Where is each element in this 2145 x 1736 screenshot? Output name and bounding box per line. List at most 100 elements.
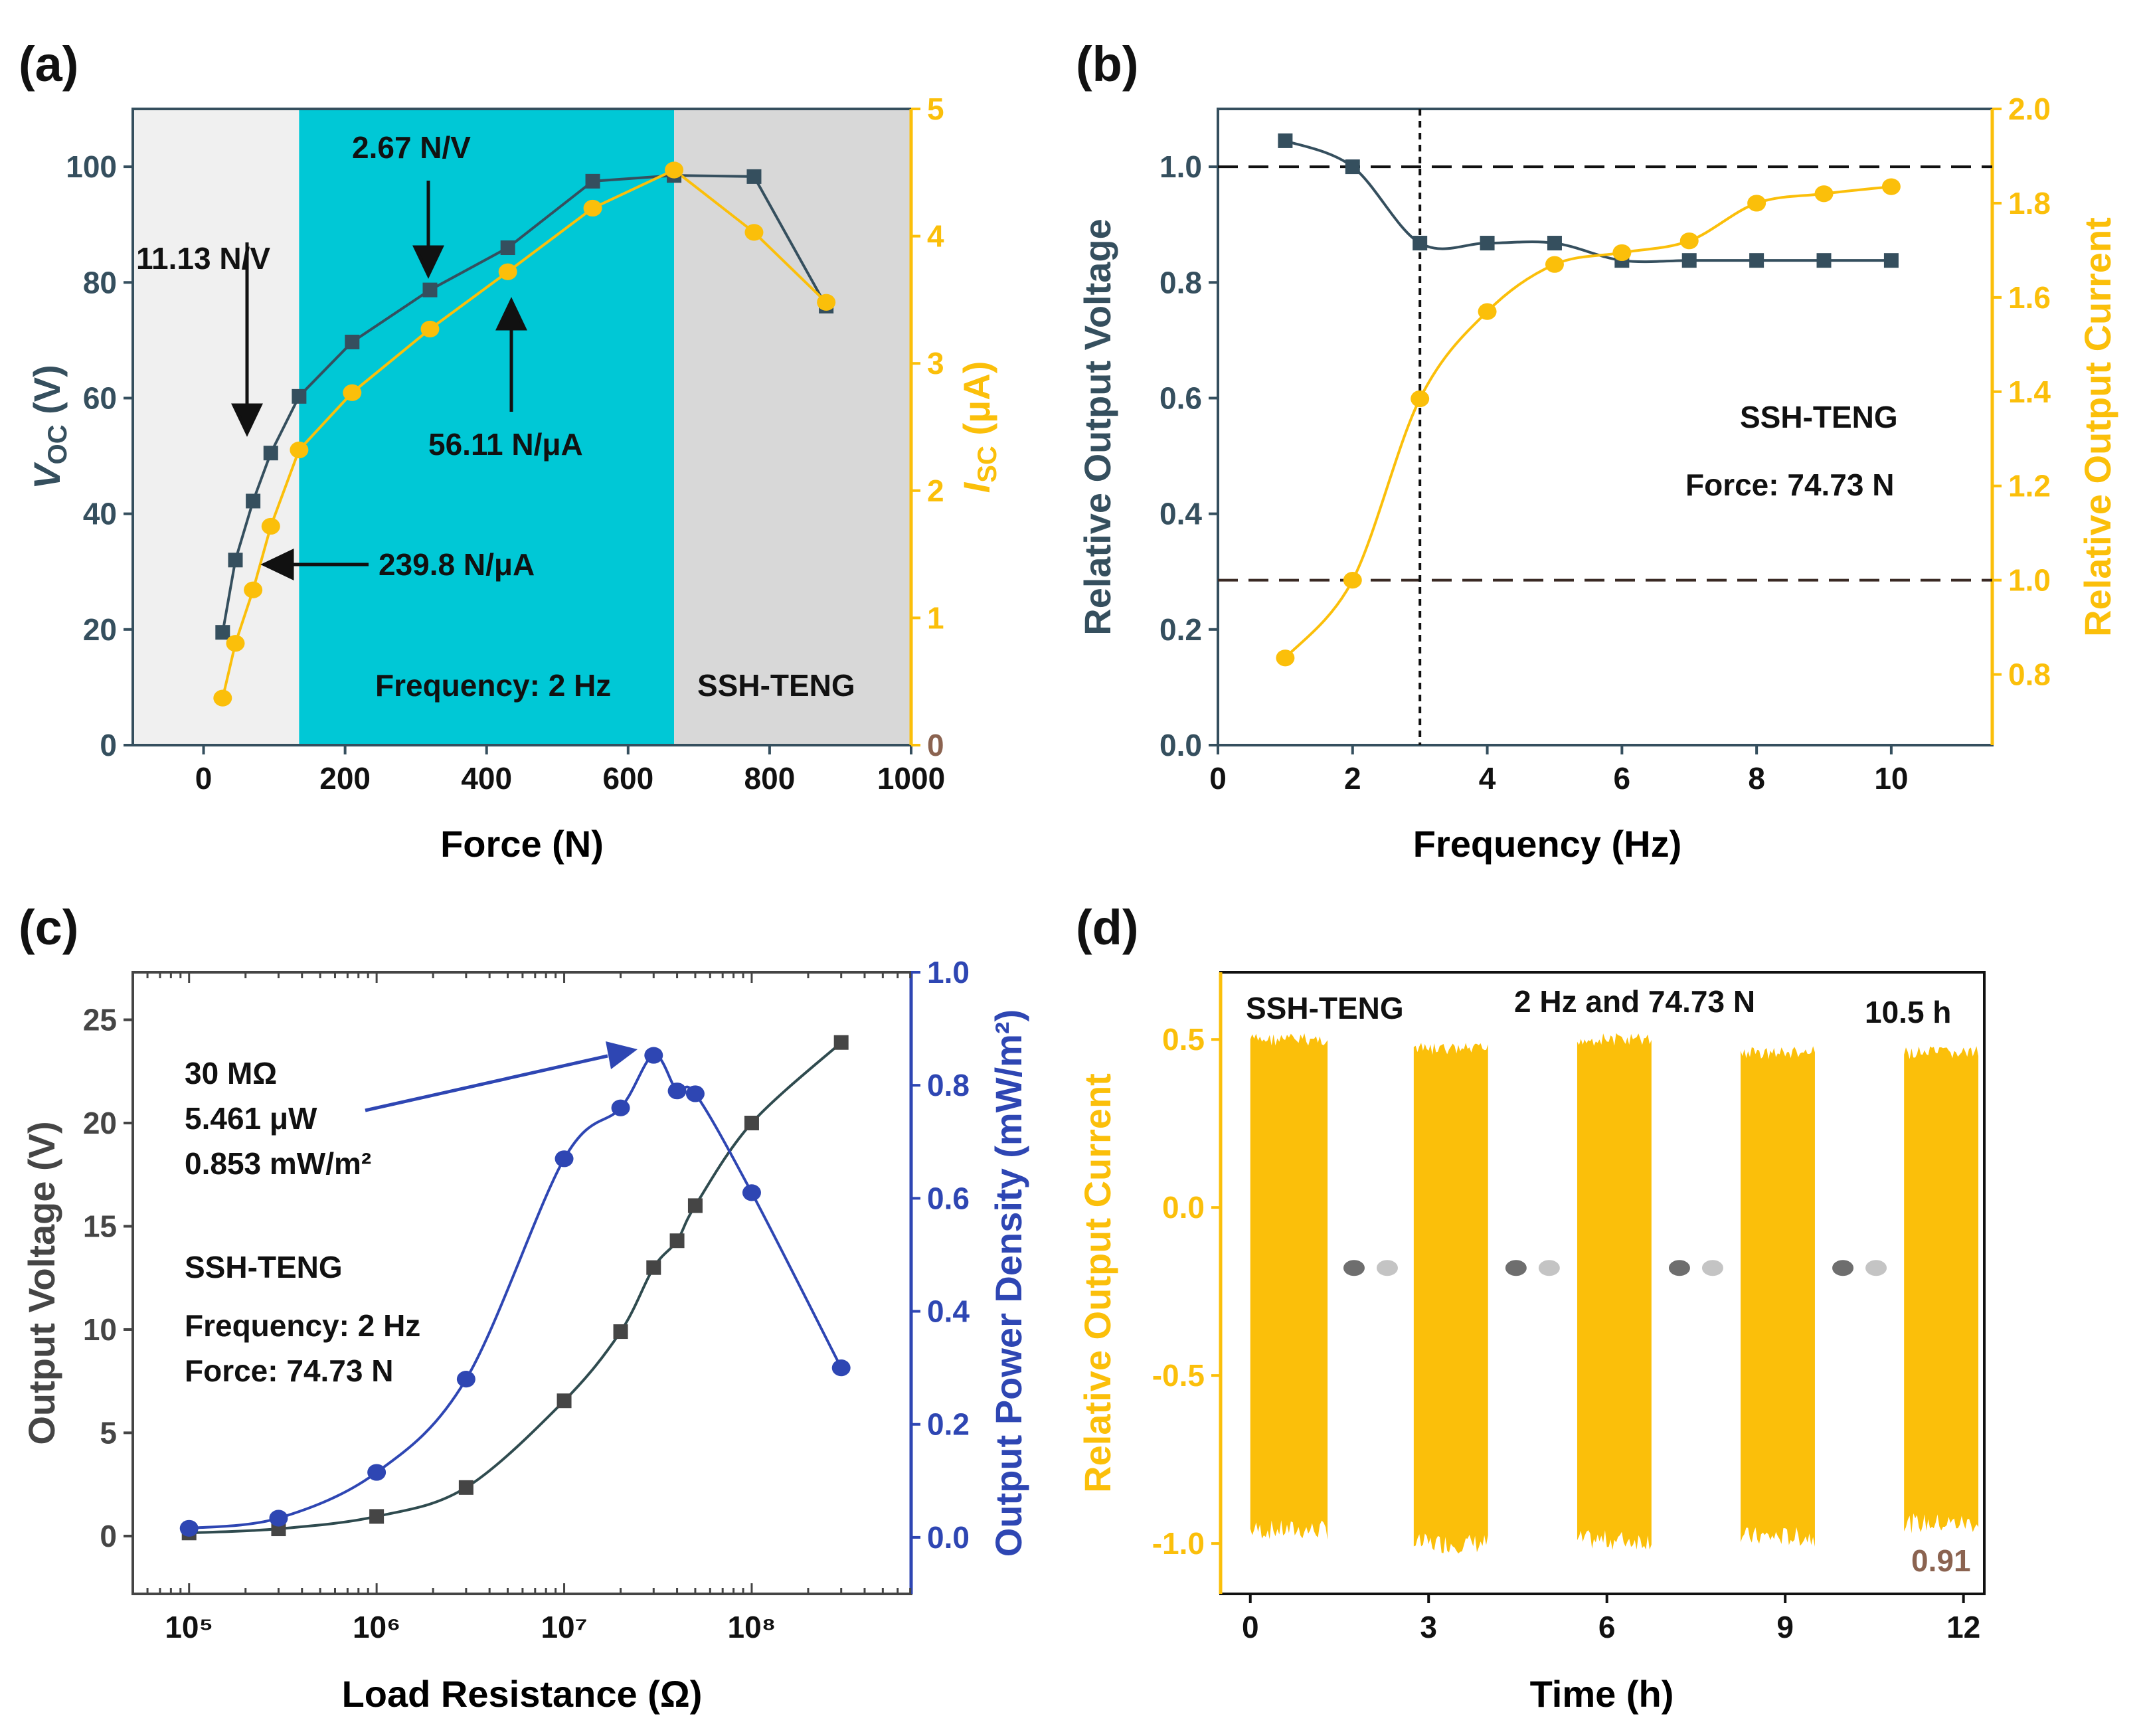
y-tick-label-left-d: -0.5 — [1152, 1358, 1205, 1393]
x-axis-title-b: Frequency (Hz) — [1413, 823, 1682, 865]
x-tick-label-d: 9 — [1776, 1610, 1794, 1644]
power-point-c — [555, 1150, 574, 1168]
y-tick-label-left-a: 100 — [66, 149, 117, 184]
voltage-point — [1278, 133, 1293, 148]
current-band — [1741, 1046, 1815, 1547]
voltage-point — [1547, 236, 1562, 251]
annotation-duration-d: 10.5 h — [1865, 995, 1951, 1029]
voltage-fit-line-c — [189, 1041, 843, 1535]
y-tick-label-left-c: 10 — [83, 1312, 117, 1347]
voc-subscript: OC — [43, 424, 72, 464]
isc-point — [213, 689, 232, 707]
y-axis-title-right-b: Relative Output Current — [2077, 217, 2118, 637]
voltage-point-c — [369, 1509, 385, 1524]
series-lines-c — [189, 1041, 843, 1535]
gap-dot-light — [1701, 1260, 1723, 1276]
x-axis-title-c: Load Resistance (Ω) — [342, 1673, 703, 1715]
x-tick-label-c: 10⁶ — [353, 1610, 400, 1644]
y-axis-title-left-b: Relative Output Voltage — [1076, 218, 1118, 635]
panel-d: (d) 0 3 6 9 12 -1.0 -0.5 0.0 0.5 SSH-TENG 2 Hz a… — [1076, 900, 1986, 1715]
isc-point — [244, 581, 263, 598]
power-point-c — [269, 1510, 288, 1527]
x-tick-label-d: 12 — [1946, 1610, 1980, 1644]
current-point — [1881, 178, 1901, 195]
voc-symbol: V — [26, 462, 68, 489]
isc-unit: (μA) — [956, 361, 997, 446]
y-tick-label-right-c: 0.2 — [927, 1407, 970, 1442]
y-tick-label-right-b: 1.2 — [2008, 469, 2051, 503]
region-low-force — [133, 109, 300, 745]
current-band — [1250, 1033, 1328, 1540]
y-tick-label-left-c: 5 — [100, 1415, 117, 1450]
isc-point — [498, 263, 517, 280]
y-tick-label-left-a: 0 — [100, 728, 117, 762]
isc-point — [744, 224, 764, 241]
y-tick-label-left-b: 0.2 — [1159, 612, 1202, 647]
y-tick-label-left-a: 20 — [83, 612, 117, 647]
annotation-device-a: SSH-TENG — [697, 668, 855, 703]
voc-point — [263, 446, 278, 461]
axis-ticks-c: 10⁵ 10⁶ 10⁷ 10⁸ 0 5 10 15 20 25 0.0 0.2 0.4 0.6 0.8 1.0 — [83, 955, 970, 1644]
y-tick-label-left-d: 0.5 — [1162, 1022, 1205, 1057]
y-tick-label-left-d: 0.0 — [1162, 1190, 1205, 1225]
y-tick-label-right-c: 1.0 — [927, 955, 970, 990]
current-bands-d — [1250, 1033, 1979, 1554]
isc-point — [343, 384, 362, 401]
power-point-c — [367, 1464, 386, 1481]
data-markers-b — [1276, 133, 1901, 667]
y-tick-label-right-a: 0 — [927, 728, 944, 762]
data-markers-a — [213, 161, 836, 707]
peak-arrowhead — [606, 1041, 638, 1069]
isc-point — [420, 320, 440, 338]
arrowhead-11-13 — [231, 403, 263, 437]
y-axis-title-right-c: Output Power Density (mW/m²) — [987, 1009, 1029, 1557]
voc-unit: (V) — [26, 365, 68, 424]
annotation-force-c: Force: 74.73 N — [185, 1353, 393, 1388]
voltage-point — [1749, 253, 1764, 268]
data-markers-c — [179, 1035, 851, 1541]
annotation-device-c: SSH-TENG — [185, 1250, 343, 1284]
current-point — [1545, 256, 1564, 273]
x-tick-label-a: 200 — [319, 761, 371, 796]
voltage-point — [1345, 159, 1360, 175]
voltage-point-c — [458, 1480, 473, 1495]
x-tick-label-b: 10 — [1874, 761, 1908, 796]
voc-point — [500, 240, 515, 256]
annotation-peak-d: 0.853 mW/m² — [185, 1146, 371, 1181]
y-axis-title-left-a: VOC (V) — [26, 365, 72, 489]
voc-point — [215, 625, 230, 640]
peak-arrow-line — [365, 1054, 608, 1112]
x-tick-label-a: 400 — [461, 761, 512, 796]
x-tick-label-b: 8 — [1748, 761, 1765, 796]
panel-label-a: (a) — [19, 37, 78, 92]
annotation-force-b: Force: 74.73 N — [1685, 468, 1894, 502]
annotation-device-d: SSH-TENG — [1246, 991, 1404, 1025]
power-fit-line-c — [189, 1054, 843, 1530]
current-point — [1276, 650, 1295, 667]
y-tick-label-right-a: 5 — [927, 92, 944, 126]
panel-c: (c) 10⁵ 10⁶ 10⁷ 10⁸ 0 5 10 15 20 25 0.0 0.2 0.4 0.6 0.… — [19, 900, 1029, 1715]
x-tick-label-c: 10⁸ — [727, 1610, 776, 1644]
voltage-point — [1480, 236, 1495, 251]
voltage-point-c — [833, 1035, 849, 1050]
x-tick-label-c: 10⁵ — [165, 1610, 213, 1644]
voltage-point-c — [744, 1116, 759, 1131]
power-point-c — [611, 1099, 630, 1116]
current-band — [1413, 1043, 1488, 1554]
y-tick-label-right-a: 2 — [927, 474, 944, 508]
voltage-point-c — [613, 1324, 628, 1340]
voc-point — [228, 553, 243, 568]
arrowhead-2-67 — [412, 245, 444, 279]
annotation-peak-p: 5.461 μW — [185, 1101, 317, 1136]
region-backgrounds — [133, 109, 911, 745]
voltage-point-c — [669, 1233, 685, 1249]
x-tick-label-d: 0 — [1242, 1610, 1259, 1644]
current-band — [1577, 1033, 1652, 1550]
voltage-point — [1883, 253, 1899, 268]
y-tick-label-right-b: 1.6 — [2008, 280, 2051, 315]
panel-b: (b) 0 2 4 6 8 10 0.0 0.2 0.4 0.6 0.8 1.0 0.8 1.0 1.2 1.… — [1076, 37, 2118, 865]
arrowhead-56-11 — [495, 297, 527, 331]
region-mid-force — [299, 109, 675, 745]
x-tick-label-b: 4 — [1479, 761, 1496, 796]
